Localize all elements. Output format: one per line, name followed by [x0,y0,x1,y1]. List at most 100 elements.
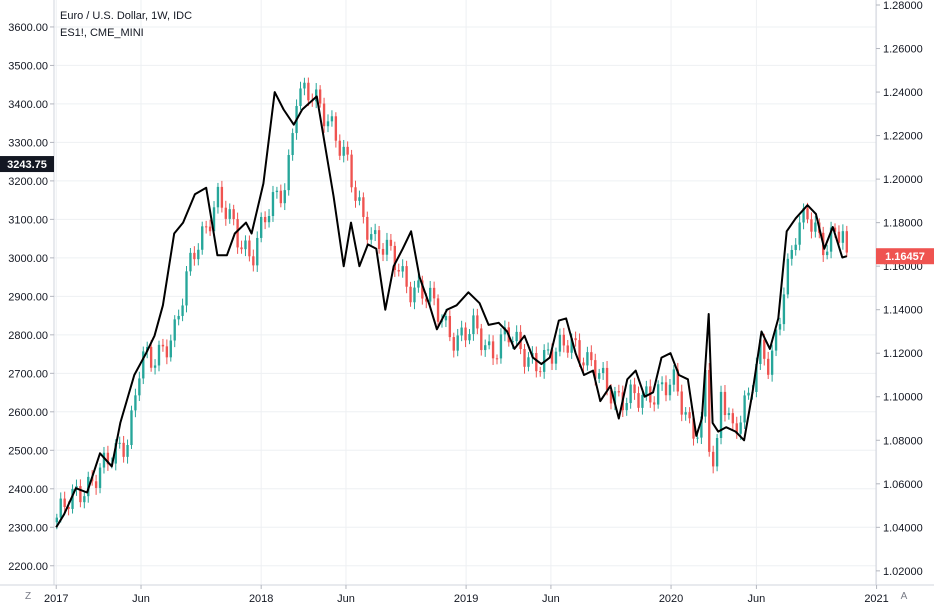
auto-scale-button[interactable]: A [900,591,908,602]
candle [468,329,471,345]
left-tick-label: 3300.00 [8,137,48,149]
x-tick-label: Jun [132,593,150,605]
candle-body [149,347,153,368]
candle [625,397,628,416]
candle-body [829,227,833,252]
candle [315,83,318,109]
candle [711,445,715,474]
candle-body [334,116,338,141]
right-last-value-badge [876,248,934,265]
candle-body [366,216,369,240]
candle-body [637,393,640,408]
candle-body [350,154,353,188]
right-tick-label: 1.10000 [883,392,923,404]
candle-body [617,391,621,393]
candle-body [322,103,326,127]
candle-body [342,146,345,156]
candle-body [409,286,412,303]
candle-body [495,358,499,360]
candle-body [429,287,432,302]
candle [767,351,770,379]
left-tick-label: 3000.00 [8,253,48,265]
right-last-value-label: 1.16457 [885,251,925,263]
candle-body [279,190,283,204]
candle [204,220,208,234]
candle-body [256,237,259,266]
candle-body [138,378,141,396]
candle [774,325,778,357]
candle-body [303,82,306,89]
candle-body [236,219,239,248]
candle [98,463,102,494]
candle-body [723,391,727,416]
right-tick-label: 1.04000 [883,522,923,534]
candle-body [185,271,188,306]
candle-body [126,445,129,457]
candle-body [605,367,609,390]
candle [527,352,530,372]
candle [586,346,589,371]
left-tick-label: 2200.00 [8,561,48,573]
candle [389,233,393,251]
candle [385,232,389,262]
candle [256,231,259,272]
candle-body [645,386,648,395]
right-tick-label: 1.12000 [883,348,923,360]
left-tick-label: 3100.00 [8,214,48,226]
candle-body [83,496,86,503]
candle-body [405,266,408,287]
candle [598,368,601,384]
candle [523,344,526,374]
candle [307,77,310,107]
candle [59,492,62,523]
candle-body [208,226,212,232]
candle [409,281,412,307]
candle-body [598,373,601,379]
candle-body [778,324,782,330]
right-tick-label: 1.06000 [883,479,923,491]
candle-body [425,298,428,302]
candle [782,287,786,331]
es1-line-path [55,91,848,528]
legend-symbol-title: Euro / U.S. Dollar, 1W, IDC [60,10,193,22]
candle [582,357,585,373]
candle [515,325,518,348]
candle-body [582,362,585,366]
candle-body [594,360,597,379]
candle [79,479,82,508]
candle [495,354,499,365]
candle [637,386,640,412]
candle-body [574,338,577,341]
candle [503,320,507,342]
candle-body [267,216,271,223]
x-tick-label: 2019 [454,593,478,605]
zoom-button[interactable]: Z [24,591,32,602]
candle [260,212,263,243]
candle [252,249,255,272]
candle-body [456,335,459,351]
candle-body [704,369,707,417]
candle [405,260,408,294]
candle-body [503,327,507,335]
candle [350,149,353,193]
candle-body [201,226,204,250]
candle-body [558,334,562,352]
candle-body [173,319,176,341]
candle-body [377,230,381,249]
candle [197,243,200,266]
candle [338,134,341,161]
candle-body [837,231,841,243]
candle [157,340,161,372]
candle [413,280,416,310]
candle-body [802,208,805,223]
es1-line [55,91,848,528]
candle [393,241,396,277]
candle-body [480,328,483,351]
right-tick-label: 1.14000 [883,305,923,317]
right-tick-label: 1.18000 [883,218,923,230]
candle-body [660,382,664,385]
candle-body [759,339,762,364]
candle-body [653,402,656,405]
candle-body [393,245,396,270]
